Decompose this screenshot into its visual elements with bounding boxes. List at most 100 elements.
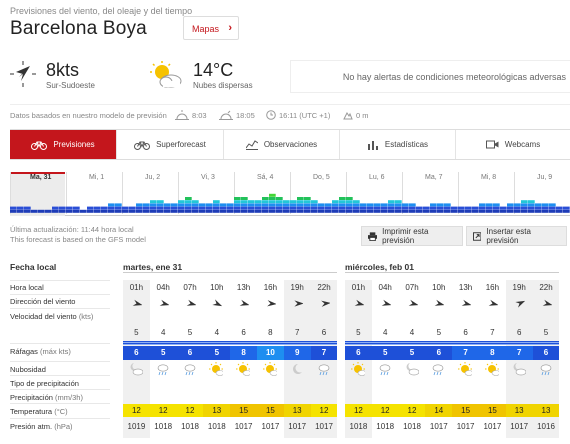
timeline-bar — [192, 203, 199, 207]
gust-bar-top — [345, 341, 372, 345]
timeline-day[interactable]: Vi, 3 — [178, 172, 234, 214]
sunrise-time: 8:03 — [192, 110, 207, 120]
timeline-bar — [262, 197, 269, 200]
row-label-local-date: Fecha local — [10, 262, 57, 272]
timeline-bar — [360, 206, 367, 210]
timeline-bar — [318, 203, 325, 207]
last-update: Última actualización: 11:44 hora local — [10, 225, 134, 234]
timeline-bar — [199, 206, 206, 210]
timeline-bar — [150, 209, 157, 213]
timeline-bar — [535, 209, 542, 213]
hour-cell: 19h — [290, 283, 304, 292]
timeline-bar — [437, 206, 444, 210]
timeline-bar — [206, 203, 213, 207]
timeline-bar — [297, 200, 304, 204]
timeline-bar — [332, 206, 339, 210]
timeline-day[interactable]: Ma, 31 — [10, 172, 66, 214]
timeline-bar — [297, 197, 304, 200]
timeline-bar — [416, 209, 423, 213]
timeline-bar — [465, 206, 472, 210]
timeline-bar — [325, 206, 332, 210]
pressure-cell: 1017 — [483, 422, 502, 431]
timeline-bar — [479, 203, 486, 207]
pressure-cell: 1017 — [429, 422, 448, 431]
tab-previsiones[interactable]: Previsiones — [10, 130, 117, 159]
timeline-bar — [59, 206, 66, 210]
row-label-wind-dir: Dirección del viento — [10, 297, 76, 306]
timeline-day[interactable]: Mi, 8 — [458, 172, 514, 214]
elevation-icon — [343, 112, 353, 120]
wind-speed-cell: 6 — [241, 328, 246, 337]
timeline-day[interactable]: Ma, 7 — [402, 172, 458, 214]
sun-icon — [209, 362, 225, 376]
timeline-bar — [87, 209, 94, 213]
wind-arrow-icon — [541, 298, 553, 309]
print-button[interactable]: Imprimir esta previsión — [361, 226, 463, 246]
timeline-bar — [535, 203, 542, 207]
hour-cell: 07h — [405, 283, 419, 292]
hour-cell: 01h — [129, 283, 144, 292]
timeline-bar — [206, 209, 213, 213]
tab-estadisticas[interactable]: Estadísticas — [340, 130, 456, 159]
wind-arrow-icon — [185, 298, 197, 309]
model-line: This forecast is based on the GFS model — [10, 235, 146, 244]
timeline-bar — [395, 209, 402, 213]
forecast-timeline[interactable]: Ma, 31 Mi, 1 Ju, 2 Vi, 3 Sá, 4 Do, 5 Lu, 6 Ma, … — [10, 172, 570, 216]
timeline-bar — [248, 206, 255, 210]
timeline-day[interactable]: Mi, 1 — [66, 172, 122, 214]
hour-cell: 16h — [263, 283, 278, 292]
timeline-bar — [185, 197, 192, 200]
timeline-bar — [94, 206, 101, 210]
timeline-bar — [521, 206, 528, 210]
tab-superforecast[interactable]: Superforecast — [117, 130, 224, 159]
row-separator — [10, 308, 110, 309]
timeline-bar — [346, 203, 353, 207]
timeline-day[interactable]: Ju, 9 — [514, 172, 570, 214]
wind-arrow-icon — [514, 298, 525, 309]
timeline-bar — [269, 197, 276, 200]
rain-cloud-icon — [378, 362, 392, 376]
timeline-bar — [346, 197, 353, 200]
timeline-day[interactable]: Ju, 2 — [122, 172, 178, 214]
temperature-cell: 13 — [283, 404, 311, 417]
embed-button-label: Insertar esta previsión — [486, 227, 531, 245]
tab-webcams[interactable]: Webcams — [456, 130, 570, 159]
sun-icon — [458, 362, 474, 376]
gust-cell: 6 — [176, 346, 204, 360]
label-unit: (°C) — [54, 407, 68, 416]
timeline-day[interactable]: Do, 5 — [290, 172, 346, 214]
gust-bar-top — [310, 341, 338, 345]
hour-cell: 22h — [539, 283, 553, 292]
cloud-moon-icon — [405, 362, 419, 376]
timeline-bar — [311, 206, 318, 210]
timeline-bar — [346, 209, 353, 213]
timeline-bar — [157, 200, 164, 204]
temperature-cell: 13 — [532, 404, 560, 417]
timeline-day[interactable]: Lu, 6 — [346, 172, 402, 214]
wind-speed-cell: 5 — [436, 328, 442, 337]
timeline-bar — [45, 209, 52, 213]
tab-observaciones[interactable]: Observaciones — [224, 130, 340, 159]
hour-cell: 19h — [512, 283, 526, 292]
timeline-bar — [178, 206, 185, 210]
wind-arrow-icon — [265, 298, 277, 309]
timeline-bar — [381, 203, 388, 207]
embed-button[interactable]: Insertar esta previsión — [466, 226, 567, 246]
timeline-day[interactable]: Sá, 4 — [234, 172, 290, 214]
tab-label: Superforecast — [156, 140, 206, 149]
timeline-bar — [409, 203, 416, 207]
hour-cell: 10h — [432, 283, 446, 292]
wind-direction-icon — [10, 61, 36, 87]
timeline-bar — [269, 193, 276, 197]
timeline-bar — [479, 206, 486, 210]
timeline-day-label: Mi, 1 — [89, 174, 105, 181]
timeline-bar — [129, 206, 136, 210]
timeline-bar — [52, 206, 59, 210]
maps-button[interactable]: Mapas › — [183, 16, 239, 40]
gust-cell: 7 — [310, 346, 338, 360]
wind-speed-cell: 5 — [134, 328, 139, 337]
timeline-bar — [283, 206, 290, 210]
timeline-bar — [402, 203, 409, 207]
gust-bar-top — [505, 341, 533, 345]
timeline-bar — [528, 206, 535, 210]
